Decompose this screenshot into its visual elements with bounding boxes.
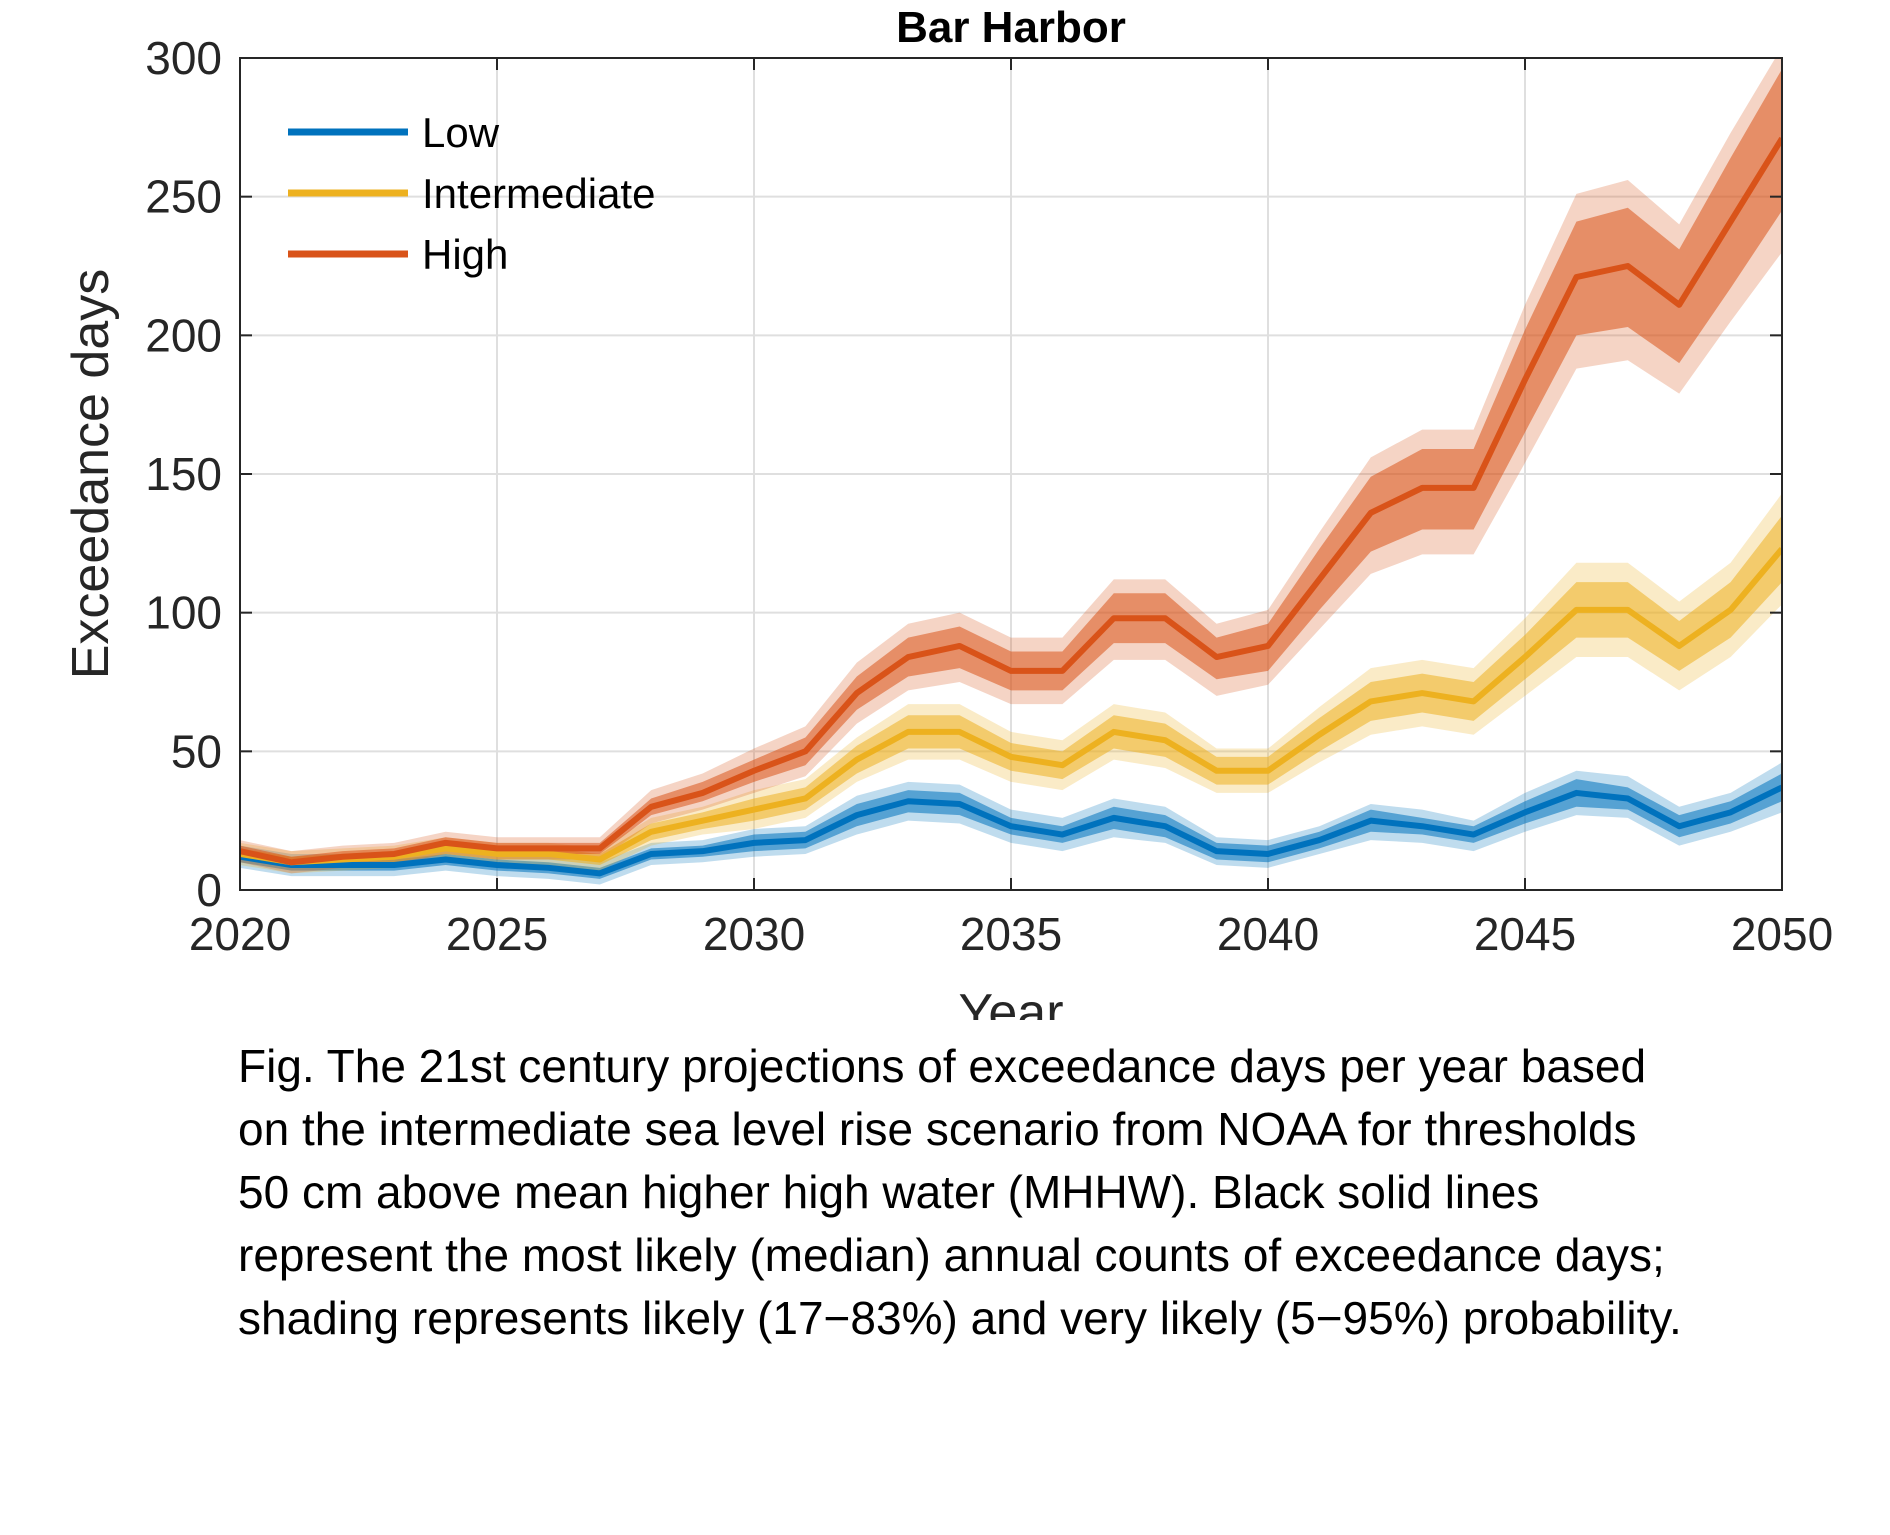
x-tick-label: 2050	[1731, 908, 1833, 960]
chart-title: Bar Harbor	[896, 3, 1126, 52]
y-tick-label: 200	[145, 309, 222, 361]
low-median-line	[240, 784, 1782, 877]
x-tick-label: 2040	[1217, 908, 1319, 960]
y-tick-label: 0	[196, 864, 222, 916]
y-tick-label: 300	[145, 32, 222, 84]
axis-ticks: 2020 2025 2030 2035 2040 2045 2050 0 50 100 150 200…	[145, 32, 1833, 960]
y-tick-label: 50	[171, 725, 222, 777]
legend-label-high: High	[422, 231, 508, 278]
median-lines	[240, 136, 1782, 877]
legend: Low Intermediate High	[288, 109, 655, 278]
intermediate-likely-band	[240, 515, 1782, 868]
y-axis-label: Exceedance days	[62, 269, 120, 680]
x-tick-label: 2045	[1474, 908, 1576, 960]
x-tick-label: 2030	[703, 908, 805, 960]
y-tick-label: 250	[145, 171, 222, 223]
x-tick-label: 2020	[189, 908, 291, 960]
legend-label-low: Low	[422, 109, 500, 156]
x-tick-label: 2025	[446, 908, 548, 960]
high-median-line	[240, 136, 1782, 866]
x-tick-label: 2035	[960, 908, 1062, 960]
figure-caption: Fig. The 21st century projections of exc…	[238, 1040, 1682, 1344]
exceedance-days-chart: 2020 2025 2030 2035 2040 2045 2050 0 50 100 150 200…	[62, 3, 1833, 1020]
x-axis-label: Year	[958, 984, 1063, 1020]
y-tick-label: 150	[145, 448, 222, 500]
legend-label-intermediate: Intermediate	[422, 170, 655, 217]
intermediate-median-line	[240, 546, 1782, 866]
high-likely-band	[240, 69, 1782, 868]
y-tick-label: 100	[145, 587, 222, 639]
